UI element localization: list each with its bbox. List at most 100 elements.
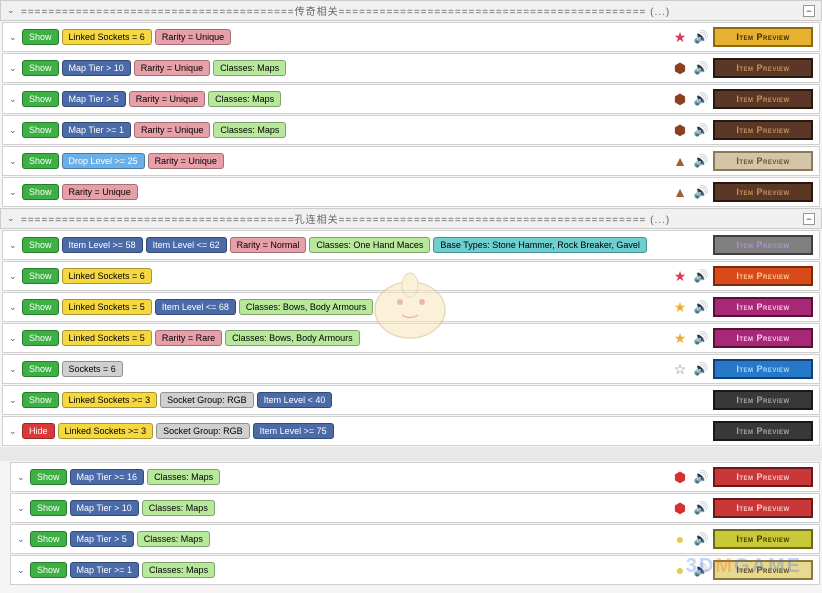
item-preview-button[interactable]: Item Preview bbox=[713, 359, 813, 379]
item-preview-button[interactable]: Item Preview bbox=[713, 120, 813, 140]
filter-tag[interactable]: Map Tier > 5 bbox=[62, 91, 126, 107]
filter-tag[interactable]: Show bbox=[22, 392, 59, 408]
filter-tag[interactable]: Linked Sockets = 6 bbox=[62, 29, 152, 45]
expand-arrow-icon[interactable]: ⌄ bbox=[17, 503, 27, 514]
expand-arrow-icon[interactable]: ⌄ bbox=[17, 565, 27, 576]
sound-icon[interactable]: 🔊 bbox=[692, 530, 710, 548]
sound-icon[interactable]: 🔊 bbox=[692, 468, 710, 486]
item-preview-button[interactable]: Item Preview bbox=[713, 182, 813, 202]
filter-tag[interactable]: Show bbox=[30, 531, 67, 547]
filter-tag[interactable]: Item Level < 40 bbox=[257, 392, 333, 408]
filter-tag[interactable]: Classes: One Hand Maces bbox=[309, 237, 430, 253]
filter-tag[interactable]: Show bbox=[22, 330, 59, 346]
sound-icon[interactable] bbox=[692, 236, 710, 254]
item-preview-button[interactable]: Item Preview bbox=[713, 151, 813, 171]
item-preview-button[interactable]: Item Preview bbox=[713, 27, 813, 47]
item-preview-button[interactable]: Item Preview bbox=[713, 58, 813, 78]
filter-tag[interactable]: Socket Group: RGB bbox=[156, 423, 250, 439]
filter-tag[interactable]: Item Level <= 68 bbox=[155, 299, 236, 315]
filter-tag[interactable]: Map Tier > 10 bbox=[62, 60, 131, 76]
sound-icon[interactable]: 🔊 bbox=[692, 90, 710, 108]
item-preview-button[interactable]: Item Preview bbox=[713, 467, 813, 487]
sound-icon[interactable]: 🔊 bbox=[692, 561, 710, 579]
item-preview-button[interactable]: Item Preview bbox=[713, 297, 813, 317]
filter-tag[interactable]: Classes: Maps bbox=[213, 122, 286, 138]
filter-tag[interactable]: Classes: Maps bbox=[137, 531, 210, 547]
sound-icon[interactable]: 🔊 bbox=[692, 152, 710, 170]
filter-tag[interactable]: Show bbox=[22, 153, 59, 169]
filter-tag[interactable]: Rarity = Unique bbox=[134, 60, 210, 76]
expand-arrow-icon[interactable]: ⌄ bbox=[9, 240, 19, 251]
filter-tag[interactable]: Map Tier > 5 bbox=[70, 531, 134, 547]
filter-tag[interactable]: Rarity = Normal bbox=[230, 237, 307, 253]
filter-tag[interactable]: Base Types: Stone Hammer, Rock Breaker, … bbox=[433, 237, 646, 253]
item-preview-button[interactable]: Item Preview bbox=[713, 89, 813, 109]
sound-icon[interactable] bbox=[692, 422, 710, 440]
filter-tag[interactable]: Linked Sockets >= 3 bbox=[62, 392, 158, 408]
filter-tag[interactable]: Linked Sockets = 5 bbox=[62, 299, 152, 315]
filter-tag[interactable]: Show bbox=[22, 122, 59, 138]
expand-arrow-icon[interactable]: ⌄ bbox=[9, 156, 19, 167]
filter-tag[interactable]: Rarity = Rare bbox=[155, 330, 222, 346]
item-preview-button[interactable]: Item Preview bbox=[713, 235, 813, 255]
sound-icon[interactable] bbox=[692, 391, 710, 409]
filter-tag[interactable]: Show bbox=[22, 361, 59, 377]
filter-tag[interactable]: Item Level <= 62 bbox=[146, 237, 227, 253]
filter-tag[interactable]: Rarity = Unique bbox=[62, 184, 138, 200]
filter-tag[interactable]: Show bbox=[22, 91, 59, 107]
expand-arrow-icon[interactable]: ⌄ bbox=[17, 534, 27, 545]
item-preview-button[interactable]: Item Preview bbox=[713, 560, 813, 580]
sound-icon[interactable]: 🔊 bbox=[692, 298, 710, 316]
sound-icon[interactable]: 🔊 bbox=[692, 183, 710, 201]
filter-tag[interactable]: Item Level >= 75 bbox=[253, 423, 334, 439]
item-preview-button[interactable]: Item Preview bbox=[713, 421, 813, 441]
filter-tag[interactable]: Linked Sockets = 5 bbox=[62, 330, 152, 346]
filter-tag[interactable]: Classes: Bows, Body Armours bbox=[225, 330, 360, 346]
filter-tag[interactable]: Rarity = Unique bbox=[134, 122, 210, 138]
item-preview-button[interactable]: Item Preview bbox=[713, 328, 813, 348]
filter-tag[interactable]: Classes: Maps bbox=[142, 500, 215, 516]
expand-arrow-icon[interactable]: ⌄ bbox=[9, 426, 19, 437]
filter-tag[interactable]: Item Level >= 58 bbox=[62, 237, 143, 253]
sound-icon[interactable]: 🔊 bbox=[692, 28, 710, 46]
filter-tag[interactable]: Drop Level >= 25 bbox=[62, 153, 145, 169]
expand-arrow-icon[interactable]: ⌄ bbox=[9, 271, 19, 282]
expand-arrow-icon[interactable]: ⌄ bbox=[17, 472, 27, 483]
item-preview-button[interactable]: Item Preview bbox=[713, 529, 813, 549]
sound-icon[interactable]: 🔊 bbox=[692, 59, 710, 77]
filter-tag[interactable]: Show bbox=[22, 237, 59, 253]
filter-tag[interactable]: Linked Sockets = 6 bbox=[62, 268, 152, 284]
filter-tag[interactable]: Map Tier >= 1 bbox=[62, 122, 132, 138]
sound-icon[interactable]: 🔊 bbox=[692, 121, 710, 139]
filter-tag[interactable]: Classes: Maps bbox=[208, 91, 281, 107]
filter-tag[interactable]: Hide bbox=[22, 423, 55, 439]
filter-tag[interactable]: Show bbox=[30, 562, 67, 578]
filter-tag[interactable]: Classes: Bows, Body Armours bbox=[239, 299, 374, 315]
section-expand-icon[interactable]: ⌄ bbox=[7, 213, 17, 224]
filter-tag[interactable]: Classes: Maps bbox=[142, 562, 215, 578]
filter-tag[interactable]: Show bbox=[30, 469, 67, 485]
filter-tag[interactable]: Show bbox=[22, 29, 59, 45]
expand-arrow-icon[interactable]: ⌄ bbox=[9, 333, 19, 344]
filter-tag[interactable]: Rarity = Unique bbox=[148, 153, 224, 169]
filter-tag[interactable]: Map Tier >= 16 bbox=[70, 469, 145, 485]
sound-icon[interactable]: 🔊 bbox=[692, 329, 710, 347]
filter-tag[interactable]: Show bbox=[22, 299, 59, 315]
item-preview-button[interactable]: Item Preview bbox=[713, 390, 813, 410]
section-expand-icon[interactable]: ⌄ bbox=[7, 5, 17, 16]
filter-tag[interactable]: Socket Group: RGB bbox=[160, 392, 254, 408]
expand-arrow-icon[interactable]: ⌄ bbox=[9, 63, 19, 74]
filter-tag[interactable]: Rarity = Unique bbox=[155, 29, 231, 45]
sound-icon[interactable]: 🔊 bbox=[692, 267, 710, 285]
expand-arrow-icon[interactable]: ⌄ bbox=[9, 32, 19, 43]
filter-tag[interactable]: Map Tier > 10 bbox=[70, 500, 139, 516]
sound-icon[interactable]: 🔊 bbox=[692, 360, 710, 378]
item-preview-button[interactable]: Item Preview bbox=[713, 498, 813, 518]
filter-tag[interactable]: Classes: Maps bbox=[147, 469, 220, 485]
filter-tag[interactable]: Map Tier >= 1 bbox=[70, 562, 140, 578]
filter-tag[interactable]: Show bbox=[22, 268, 59, 284]
collapse-button[interactable]: − bbox=[803, 213, 815, 225]
filter-tag[interactable]: Rarity = Unique bbox=[129, 91, 205, 107]
filter-tag[interactable]: Show bbox=[22, 60, 59, 76]
filter-tag[interactable]: Linked Sockets >= 3 bbox=[58, 423, 154, 439]
